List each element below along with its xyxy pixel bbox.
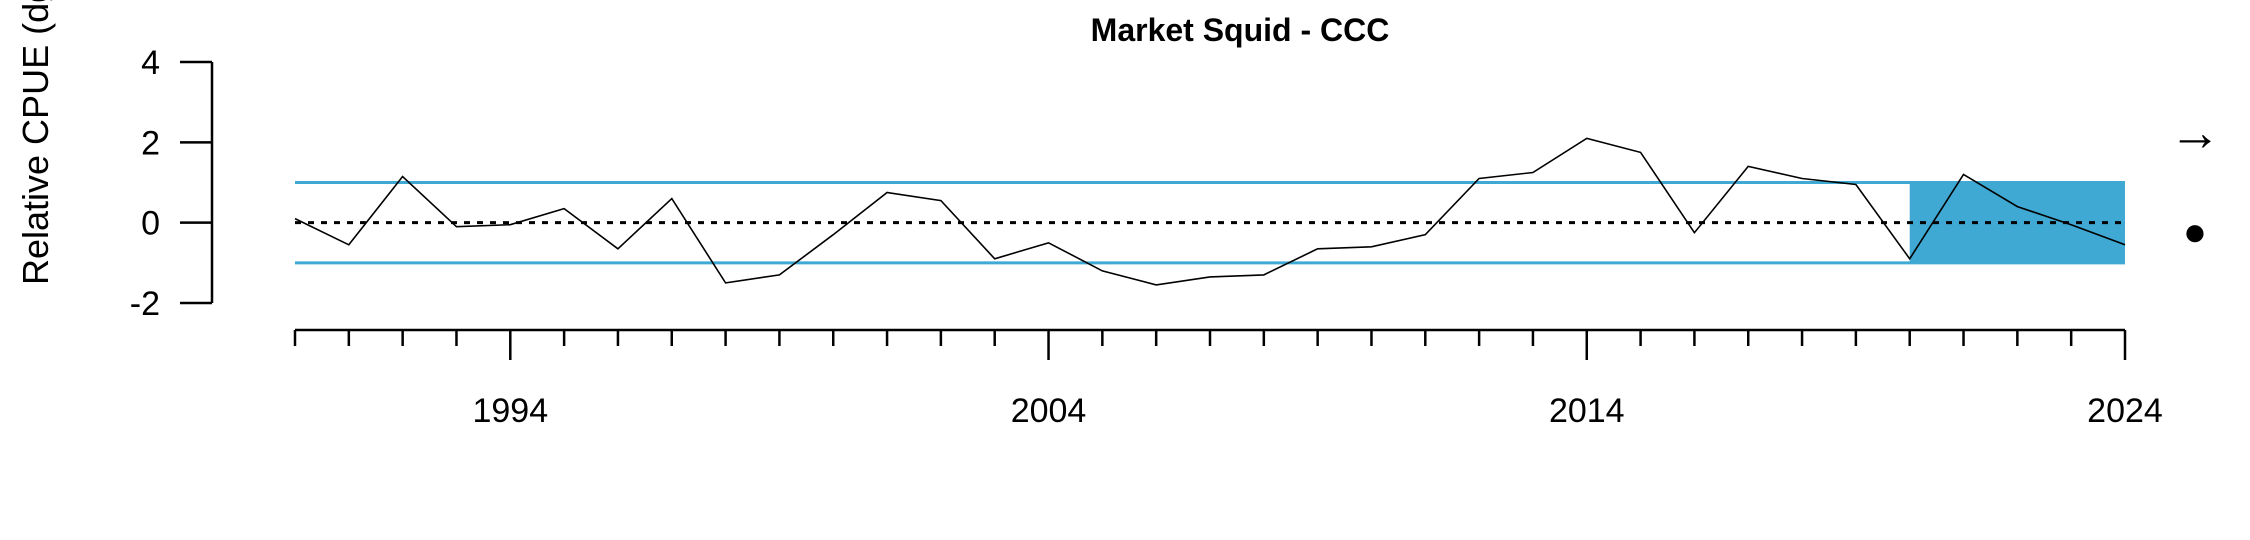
status-dot-symbol: ● bbox=[2183, 210, 2207, 254]
y-tick-label: 2 bbox=[141, 124, 160, 162]
y-axis-label: Relative CPUE (dglm mod bbox=[15, 0, 56, 285]
x-tick-label: 2024 bbox=[2087, 392, 2163, 430]
x-tick-label: 2014 bbox=[1549, 392, 1625, 430]
trend-arrow-symbol: → bbox=[2169, 104, 2221, 162]
y-tick-label: -2 bbox=[130, 285, 160, 323]
y-tick-label: 0 bbox=[141, 205, 160, 243]
y-tick-label: 4 bbox=[141, 44, 160, 82]
x-tick-label: 1994 bbox=[472, 392, 548, 430]
x-tick-label: 2004 bbox=[1011, 392, 1087, 430]
series-line bbox=[294, 137, 2126, 286]
chart-title: Market Squid - CCC bbox=[1091, 12, 1390, 48]
plot-area: -2 0 2 4 1994 2004 2014 2024 bbox=[130, 44, 2163, 430]
